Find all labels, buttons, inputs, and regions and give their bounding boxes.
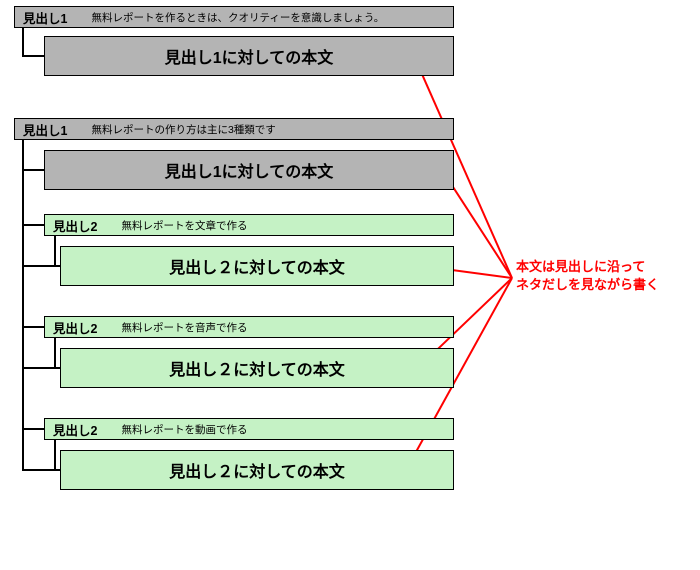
connector-line [54, 338, 56, 368]
connector-line [22, 224, 44, 226]
body-text: 見出し1に対しての本文 [165, 44, 333, 68]
heading-label: 見出し2 [53, 318, 97, 337]
connector-line [54, 440, 56, 470]
heading-label: 見出し2 [53, 420, 97, 439]
heading-h2: 見出し2 無料レポートを文章で作る [44, 214, 454, 236]
connector-line [54, 236, 56, 266]
annotation-text: 本文は見出しに沿ってネタだしを見ながら書く [516, 258, 659, 293]
body-text: 見出し２に対しての本文 [169, 356, 345, 380]
heading-label: 見出し2 [53, 216, 97, 235]
connector-line [22, 169, 44, 171]
body-text: 見出し２に対しての本文 [169, 458, 345, 482]
heading-h2: 見出し2 無料レポートを動画で作る [44, 418, 454, 440]
heading-h2: 見出し2 無料レポートを音声で作る [44, 316, 454, 338]
annotation-line: 本文は見出しに沿って [516, 258, 659, 276]
body-text: 見出し２に対しての本文 [169, 254, 345, 278]
body-h2: 見出し２に対しての本文 [60, 246, 454, 286]
body-text: 見出し1に対しての本文 [165, 158, 333, 182]
heading-h1: 見出し1 無料レポートの作り方は主に3種類です [14, 118, 454, 140]
heading-label: 見出し1 [23, 120, 67, 139]
heading-description: 無料レポートを文章で作る [121, 218, 247, 233]
body-h2: 見出し２に対しての本文 [60, 348, 454, 388]
heading-description: 無料レポートを動画で作る [121, 422, 247, 437]
connector-line [22, 140, 24, 470]
body-h1: 見出し1に対しての本文 [44, 150, 454, 190]
heading-h1: 見出し1 無料レポートを作るときは、クオリティーを意識しましょう。 [14, 6, 454, 28]
connector-line [22, 265, 60, 267]
body-h1: 見出し1に対しての本文 [44, 36, 454, 76]
connector-line [22, 469, 60, 471]
connector-line [22, 367, 60, 369]
connector-line [22, 428, 44, 430]
connector-line [22, 326, 44, 328]
heading-description: 無料レポートを作るときは、クオリティーを意識しましょう。 [91, 10, 384, 25]
heading-description: 無料レポートを音声で作る [121, 320, 247, 335]
connector-line [22, 55, 44, 57]
body-h2: 見出し２に対しての本文 [60, 450, 454, 490]
heading-description: 無料レポートの作り方は主に3種類です [91, 122, 275, 137]
annotation-line: ネタだしを見ながら書く [516, 276, 659, 294]
heading-label: 見出し1 [23, 8, 67, 27]
diagram-stage: 見出し1 無料レポートを作るときは、クオリティーを意識しましょう。見出し1に対して… [0, 0, 700, 570]
connector-line [22, 28, 24, 56]
